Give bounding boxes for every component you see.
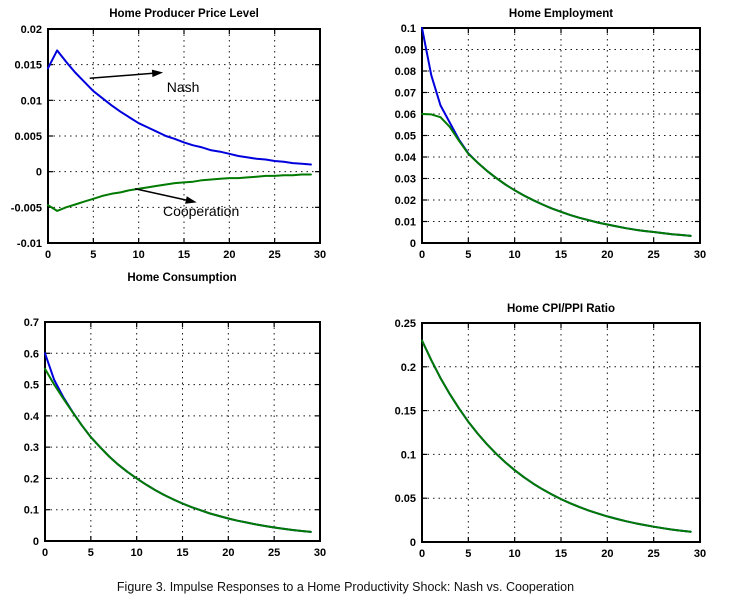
svg-text:0: 0	[42, 547, 48, 559]
svg-text:0.015: 0.015	[14, 60, 42, 72]
svg-text:25: 25	[648, 249, 660, 261]
svg-text:0.01: 0.01	[395, 217, 416, 229]
svg-text:0.07: 0.07	[395, 88, 416, 100]
svg-text:20: 20	[601, 548, 613, 560]
svg-text:0.15: 0.15	[395, 406, 416, 418]
svg-text:25: 25	[268, 547, 280, 559]
svg-text:0.02: 0.02	[21, 24, 42, 36]
svg-text:10: 10	[133, 249, 145, 261]
svg-text:5: 5	[90, 249, 96, 261]
svg-text:20: 20	[223, 249, 235, 261]
figure-caption: Figure 3. Impulse Responses to a Home Pr…	[116, 580, 575, 594]
svg-text:0.6: 0.6	[24, 348, 39, 360]
svg-text:0.4: 0.4	[24, 411, 40, 423]
svg-text:0: 0	[45, 249, 51, 261]
svg-text:0.02: 0.02	[395, 195, 416, 207]
plot-title-home-producer-price-level: Home Producer Price Level	[109, 8, 259, 20]
svg-text:0: 0	[33, 536, 39, 548]
svg-text:-0.005: -0.005	[11, 202, 42, 214]
svg-text:0.03: 0.03	[395, 174, 416, 186]
svg-text:0.7: 0.7	[24, 317, 39, 329]
svg-text:-0.01: -0.01	[17, 238, 42, 250]
svg-text:0.1: 0.1	[401, 449, 416, 461]
svg-text:0.2: 0.2	[24, 473, 39, 485]
svg-text:30: 30	[694, 249, 706, 261]
svg-text:0.1: 0.1	[401, 23, 416, 35]
svg-text:0.08: 0.08	[395, 66, 416, 78]
annotation-label-cooperation: Cooperation	[162, 202, 240, 219]
plot-title-home-cpi-ppi-ratio: Home CPI/PPI Ratio	[507, 303, 615, 315]
svg-text:10: 10	[509, 249, 521, 261]
svg-text:0.1: 0.1	[24, 505, 39, 517]
svg-text:5: 5	[465, 548, 471, 560]
svg-text:30: 30	[314, 547, 326, 559]
svg-text:0.09: 0.09	[395, 45, 416, 57]
svg-text:0.05: 0.05	[395, 493, 416, 505]
svg-text:0.01: 0.01	[21, 95, 42, 107]
svg-text:0.005: 0.005	[14, 131, 42, 143]
svg-text:5: 5	[88, 547, 94, 559]
plot-title-home-employment: Home Employment	[508, 8, 614, 20]
annotation-label-nash: Nash	[166, 79, 200, 96]
plot-title-home-consumption: Home Consumption	[127, 272, 237, 284]
svg-text:30: 30	[694, 548, 706, 560]
svg-text:15: 15	[176, 547, 188, 559]
svg-text:0.06: 0.06	[395, 109, 416, 121]
svg-text:0.05: 0.05	[395, 131, 416, 143]
svg-text:20: 20	[601, 249, 613, 261]
svg-text:15: 15	[555, 548, 567, 560]
svg-text:25: 25	[648, 548, 660, 560]
svg-text:0.2: 0.2	[401, 362, 416, 374]
svg-text:0: 0	[410, 238, 416, 250]
svg-text:0: 0	[419, 249, 425, 261]
svg-text:15: 15	[555, 249, 567, 261]
svg-text:15: 15	[178, 249, 190, 261]
svg-text:0.3: 0.3	[24, 442, 39, 454]
svg-text:25: 25	[269, 249, 281, 261]
svg-text:0: 0	[36, 167, 42, 179]
svg-text:5: 5	[465, 249, 471, 261]
svg-text:0: 0	[410, 537, 416, 549]
svg-text:10: 10	[509, 548, 521, 560]
svg-text:0.5: 0.5	[24, 380, 39, 392]
svg-text:0: 0	[419, 548, 425, 560]
svg-text:10: 10	[131, 547, 143, 559]
svg-text:20: 20	[222, 547, 234, 559]
svg-text:30: 30	[314, 249, 326, 261]
svg-text:0.25: 0.25	[395, 318, 416, 330]
svg-text:0.04: 0.04	[395, 152, 417, 164]
